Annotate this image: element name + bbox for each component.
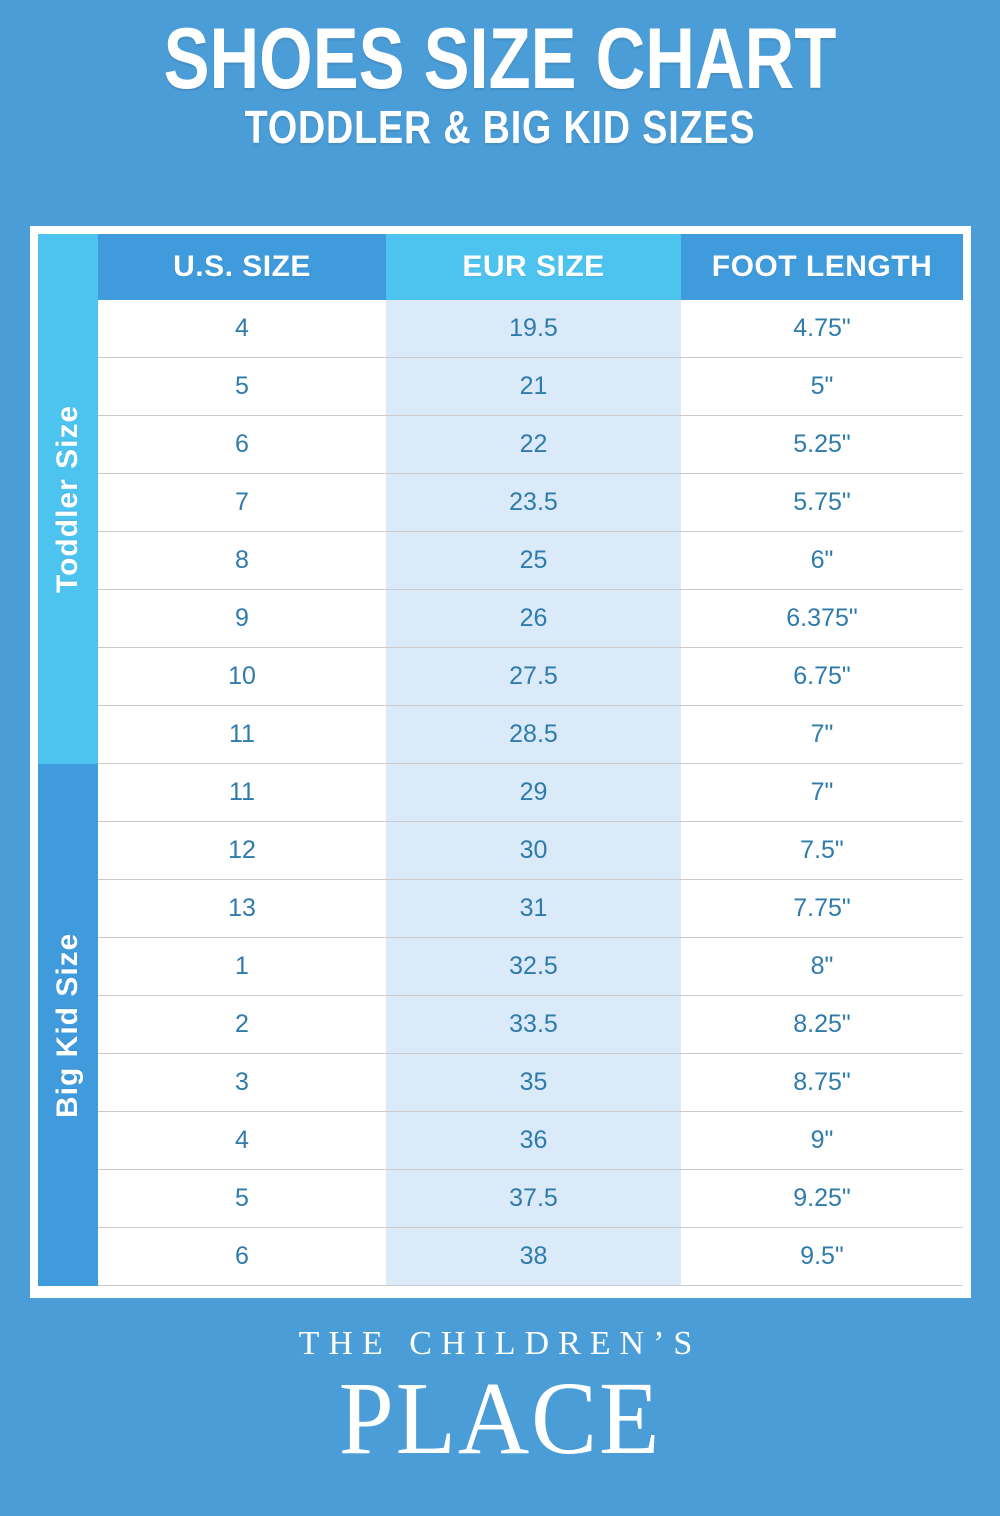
us-size-cell: 4 — [98, 1112, 386, 1169]
foot-length-cell: 7.75" — [681, 880, 963, 937]
foot-length-cell: 4.75" — [681, 300, 963, 357]
column-header-eur-size: EUR SIZE — [386, 234, 681, 300]
us-size-cell: 5 — [98, 1170, 386, 1227]
us-size-cell: 1 — [98, 938, 386, 995]
eur-size-cell: 26 — [386, 590, 681, 647]
table-row: 7 23.5 5.75" — [98, 474, 963, 532]
us-size-cell: 11 — [98, 764, 386, 821]
table-rows: 4 19.5 4.75" 5 21 5" 6 22 5.25" 7 23.5 5.75" 8 25 6" 9 2… — [98, 300, 963, 1286]
eur-size-cell: 33.5 — [386, 996, 681, 1053]
eur-size-cell: 27.5 — [386, 648, 681, 705]
table-row: 12 30 7.5" — [98, 822, 963, 880]
foot-length-cell: 7.5" — [681, 822, 963, 879]
eur-size-cell: 28.5 — [386, 706, 681, 763]
table-row: 11 28.5 7" — [98, 706, 963, 764]
us-size-cell: 6 — [98, 416, 386, 473]
section-label-bigkid: Big Kid Size — [38, 764, 98, 1286]
us-size-cell: 2 — [98, 996, 386, 1053]
eur-size-cell: 36 — [386, 1112, 681, 1169]
foot-length-cell: 8.75" — [681, 1054, 963, 1111]
foot-length-cell: 8" — [681, 938, 963, 995]
us-size-cell: 7 — [98, 474, 386, 531]
section-label-column: Toddler Size Big Kid Size — [38, 234, 98, 1286]
table-header-row: U.S. SIZE EUR SIZE FOOT LENGTH — [98, 234, 963, 300]
us-size-cell: 10 — [98, 648, 386, 705]
table-row: 8 25 6" — [98, 532, 963, 590]
brand-line-bottom: PLACE — [338, 1360, 662, 1476]
size-table: U.S. SIZE EUR SIZE FOOT LENGTH 4 19.5 4.75… — [98, 234, 963, 1286]
page-subtitle: TODDLER & BIG KID SIZES — [244, 101, 756, 153]
eur-size-cell: 35 — [386, 1054, 681, 1111]
table-row: 10 27.5 6.75" — [98, 648, 963, 706]
eur-size-cell: 31 — [386, 880, 681, 937]
table-row: 4 36 9" — [98, 1112, 963, 1170]
eur-size-cell: 21 — [386, 358, 681, 415]
table-row: 3 35 8.75" — [98, 1054, 963, 1112]
us-size-cell: 6 — [98, 1228, 386, 1285]
table-row: 4 19.5 4.75" — [98, 300, 963, 358]
table-row: 5 37.5 9.25" — [98, 1170, 963, 1228]
table-row: 5 21 5" — [98, 358, 963, 416]
page-header: SHOES SIZE CHART TODDLER & BIG KID SIZES — [0, 16, 1000, 150]
foot-length-cell: 7" — [681, 764, 963, 821]
foot-length-cell: 6.75" — [681, 648, 963, 705]
eur-size-cell: 38 — [386, 1228, 681, 1285]
eur-size-cell: 19.5 — [386, 300, 681, 357]
us-size-cell: 11 — [98, 706, 386, 763]
table-row: 11 29 7" — [98, 764, 963, 822]
foot-length-cell: 8.25" — [681, 996, 963, 1053]
foot-length-cell: 9.25" — [681, 1170, 963, 1227]
page-title: SHOES SIZE CHART — [163, 11, 837, 107]
eur-size-cell: 25 — [386, 532, 681, 589]
foot-length-cell: 6.375" — [681, 590, 963, 647]
us-size-cell: 13 — [98, 880, 386, 937]
table-row: 1 32.5 8" — [98, 938, 963, 996]
eur-size-cell: 32.5 — [386, 938, 681, 995]
us-size-cell: 8 — [98, 532, 386, 589]
table-row: 9 26 6.375" — [98, 590, 963, 648]
us-size-cell: 3 — [98, 1054, 386, 1111]
table-row: 6 22 5.25" — [98, 416, 963, 474]
us-size-cell: 5 — [98, 358, 386, 415]
us-size-cell: 9 — [98, 590, 386, 647]
foot-length-cell: 5" — [681, 358, 963, 415]
foot-length-cell: 6" — [681, 532, 963, 589]
foot-length-cell: 9" — [681, 1112, 963, 1169]
eur-size-cell: 22 — [386, 416, 681, 473]
section-label-toddler: Toddler Size — [38, 234, 98, 764]
column-header-foot-length: FOOT LENGTH — [681, 234, 963, 300]
table-row: 6 38 9.5" — [98, 1228, 963, 1286]
brand-line-top: THE CHILDREN’S — [298, 1325, 702, 1362]
brand-logo: THE CHILDREN’S PLACE — [0, 1324, 1000, 1471]
eur-size-cell: 23.5 — [386, 474, 681, 531]
foot-length-cell: 5.25" — [681, 416, 963, 473]
table-row: 2 33.5 8.25" — [98, 996, 963, 1054]
foot-length-cell: 5.75" — [681, 474, 963, 531]
us-size-cell: 12 — [98, 822, 386, 879]
size-chart-card: Toddler Size Big Kid Size U.S. SIZE EUR … — [30, 226, 971, 1298]
foot-length-cell: 9.5" — [681, 1228, 963, 1285]
column-header-us-size: U.S. SIZE — [98, 234, 386, 300]
eur-size-cell: 37.5 — [386, 1170, 681, 1227]
eur-size-cell: 29 — [386, 764, 681, 821]
foot-length-cell: 7" — [681, 706, 963, 763]
table-row: 13 31 7.75" — [98, 880, 963, 938]
eur-size-cell: 30 — [386, 822, 681, 879]
us-size-cell: 4 — [98, 300, 386, 357]
